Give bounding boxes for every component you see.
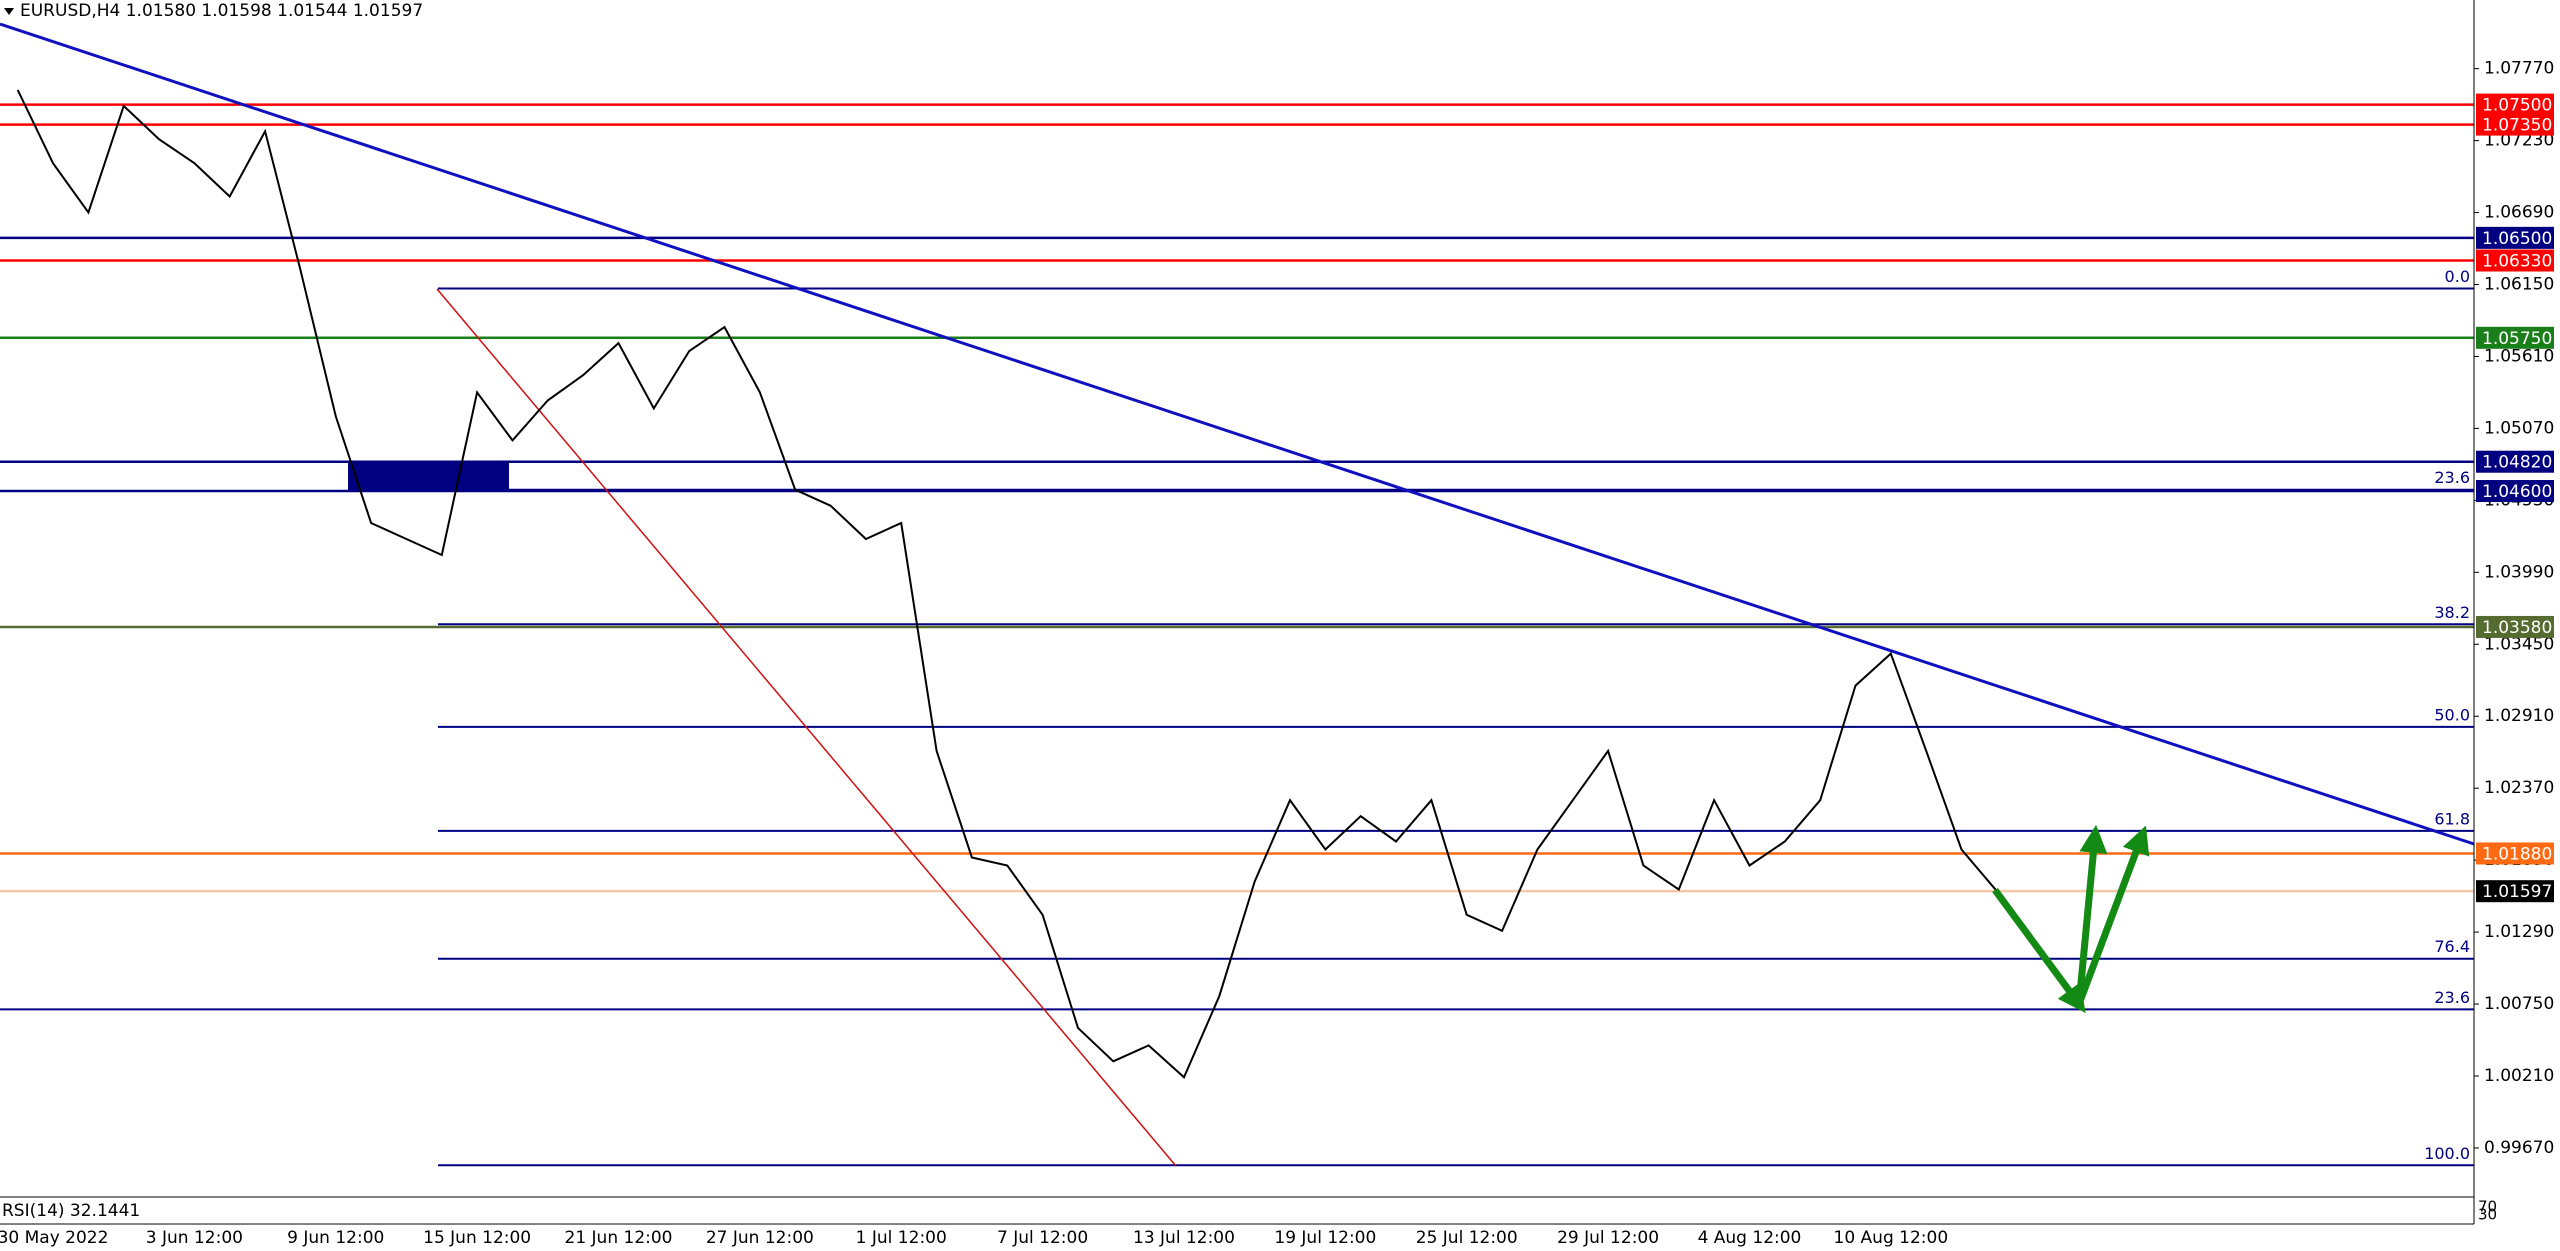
arrow-up (2075, 825, 2150, 1006)
price-tag-label: 1.01597 (2482, 882, 2552, 902)
price-tag-label: 1.04820 (2482, 453, 2552, 473)
plot (16, 89, 1998, 1079)
fib-label: 38.2 (2434, 603, 2470, 622)
y-tick-label: 1.00210 (2484, 1066, 2554, 1086)
y-tick-label: 0.99670 (2484, 1138, 2554, 1158)
y-tick-label: 1.07770 (2484, 59, 2554, 79)
price-tag (2476, 480, 2554, 503)
trend-line (0, 22, 2475, 846)
price-tags: 1.077701.072301.066901.061501.056101.050… (2474, 59, 2554, 1158)
price-tag (2476, 113, 2554, 136)
arrow-up (2075, 824, 2108, 1005)
price-tag (2476, 615, 2554, 638)
price-tag-label: 1.07350 (2482, 116, 2552, 136)
x-tick-label: 15 Jun 12:00 (423, 1228, 531, 1248)
zone-box (348, 462, 509, 490)
x-tick-label: 19 Jul 12:00 (1274, 1228, 1376, 1248)
menu-triangle (4, 8, 14, 15)
x-tick-label: 30 May 2022 (0, 1228, 108, 1248)
x-tick-label: 7 Jul 12:00 (997, 1228, 1088, 1248)
x-tick-label: 29 Jul 12:00 (1557, 1228, 1659, 1248)
y-tick-label: 1.06690 (2484, 203, 2554, 223)
price-tag-label: 1.05750 (2482, 329, 2552, 349)
x-tick-label: 27 Jun 12:00 (706, 1228, 814, 1248)
fib-label: 61.8 (2434, 809, 2470, 828)
y-tick-label: 1.01290 (2484, 922, 2554, 942)
price-tag (2476, 842, 2554, 865)
fib-label: 23.6 (2434, 468, 2470, 487)
fib-label: 23.6 (2434, 988, 2470, 1007)
x-tick-label: 4 Aug 12:00 (1698, 1228, 1802, 1248)
y-tick-label: 1.03450 (2484, 634, 2554, 654)
price-tag (2476, 249, 2554, 272)
levels: 0.0 23.6 38.2 50.0 61.8 76.4 23.6 100.0 (0, 103, 2474, 1167)
price-line (16, 89, 1998, 1079)
y-tick-label: 1.02910 (2484, 706, 2554, 726)
x-tick-label: 25 Jul 12:00 (1416, 1228, 1518, 1248)
chart-title: EURUSD,H4 1.01580 1.01598 1.01544 1.0159… (20, 1, 423, 21)
x-tick-label: 10 Aug 12:00 (1834, 1228, 1949, 1248)
price-tag-label: 1.06330 (2482, 252, 2552, 272)
arrow-down (1992, 887, 2086, 1014)
y-tick-label: 1.02370 (2484, 778, 2554, 798)
price-tag-label: 1.01880 (2482, 844, 2552, 864)
y-tick-label: 1.05610 (2484, 346, 2554, 366)
x-tick-label: 9 Jun 12:00 (287, 1228, 384, 1248)
price-tag (2476, 450, 2554, 473)
price-tag (2476, 93, 2554, 116)
price-tag (2476, 880, 2554, 903)
fib-label: 0.0 (2445, 267, 2470, 286)
y-tick-label: 1.00750 (2484, 994, 2554, 1014)
fib-label: 100.0 (2424, 1144, 2470, 1163)
fib-label: 76.4 (2434, 937, 2470, 956)
price-tag (2476, 326, 2554, 349)
price-tag (2476, 226, 2554, 249)
x-tick-label: 3 Jun 12:00 (146, 1228, 243, 1248)
rsi-level-label: 30 (2478, 1206, 2497, 1224)
rsi-label: RSI(14) 32.1441 (2, 1201, 140, 1221)
price-tag-label: 1.07500 (2482, 96, 2552, 116)
y-tick-label: 1.06150 (2484, 274, 2554, 294)
price-tag-label: 1.04600 (2482, 482, 2552, 502)
fib-diagonal (436, 288, 1177, 1167)
fib-label: 50.0 (2434, 705, 2470, 724)
price-tag-label: 1.06500 (2482, 229, 2552, 249)
rsi-level-label: 70 (2478, 1198, 2497, 1216)
y-tick-label: 1.03990 (2484, 562, 2554, 582)
x-tick-label: 13 Jul 12:00 (1133, 1228, 1235, 1248)
x-tick-label: 1 Jul 12:00 (856, 1228, 947, 1248)
y-tick-label: 1.05070 (2484, 418, 2554, 438)
x-tick-label: 21 Jun 12:00 (565, 1228, 673, 1248)
price-tag-label: 1.03580 (2482, 618, 2552, 638)
